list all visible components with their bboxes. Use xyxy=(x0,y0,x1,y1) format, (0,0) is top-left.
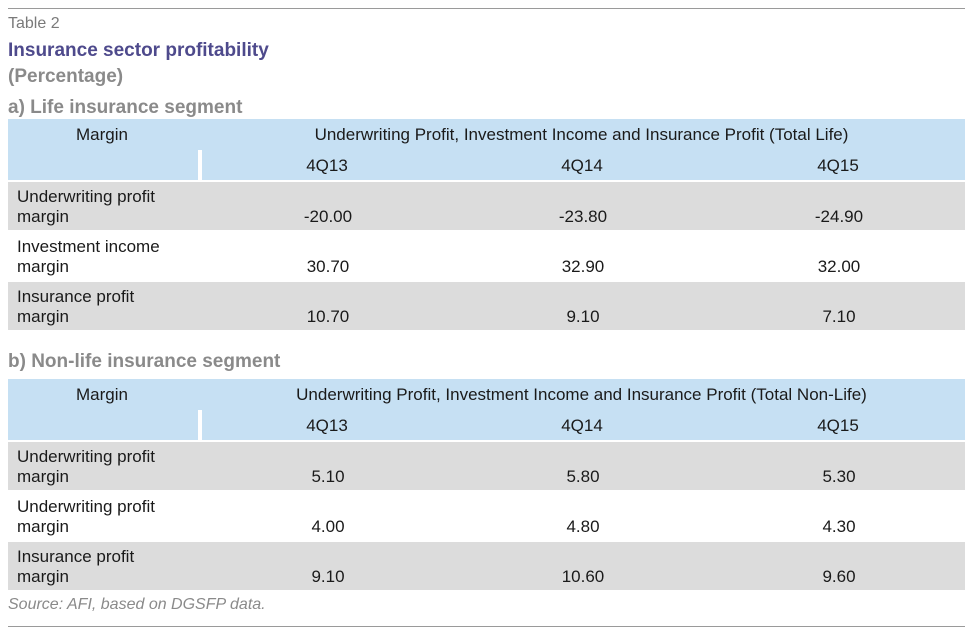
row-label: Investment income margin xyxy=(17,237,160,276)
nonlife-period-cells xyxy=(202,410,965,440)
table-row: Insurance profit margin 9.10 10.60 9.60 xyxy=(8,542,965,590)
life-header-row: Margin Underwriting Profit, Investment I… xyxy=(8,119,965,150)
table-row: Investment income margin 30.70 32.90 32.… xyxy=(8,232,965,280)
nonlife-col-4q14: 4Q14 xyxy=(561,416,603,435)
table-row: Insurance profit margin 10.70 9.10 7.10 xyxy=(8,282,965,330)
table-unit: (Percentage) xyxy=(8,66,124,87)
life-period-blank-cell xyxy=(8,150,198,180)
cell-value: 4.30 xyxy=(822,517,856,536)
life-margin-header: Margin xyxy=(76,125,128,144)
source-note: Source: AFI, based on DGSFP data. xyxy=(8,596,266,613)
life-col-4q13: 4Q13 xyxy=(306,156,348,175)
nonlife-span-header: Underwriting Profit, Investment Income a… xyxy=(296,385,867,404)
cell-value: -24.90 xyxy=(814,207,864,226)
table-row: Underwriting profit margin 4.00 4.80 4.3… xyxy=(8,492,965,540)
cell-value: 32.90 xyxy=(561,257,605,276)
nonlife-section-heading: b) Non-life insurance segment xyxy=(8,351,281,372)
row-label: Underwriting profit margin xyxy=(17,497,155,536)
cell-value: 10.60 xyxy=(561,567,605,586)
cell-value: 9.10 xyxy=(566,307,600,326)
cell-value: 9.10 xyxy=(311,567,345,586)
life-period-cells xyxy=(202,150,965,180)
nonlife-period-row: 4Q13 4Q14 4Q15 xyxy=(8,410,965,440)
cell-value: -23.80 xyxy=(558,207,608,226)
nonlife-col-4q13: 4Q13 xyxy=(306,416,348,435)
row-label: Insurance profit margin xyxy=(17,547,135,586)
table-title: Insurance sector profitability xyxy=(8,40,269,61)
nonlife-table: Margin Underwriting Profit, Investment I… xyxy=(8,379,965,590)
nonlife-period-blank-cell xyxy=(8,410,198,440)
cell-value: 5.30 xyxy=(822,467,856,486)
cell-value: -20.00 xyxy=(303,207,353,226)
nonlife-col-4q15: 4Q15 xyxy=(817,416,859,435)
top-rule xyxy=(8,8,965,9)
life-span-header: Underwriting Profit, Investment Income a… xyxy=(314,125,849,144)
table-row: Underwriting profit margin -20.00 -23.80… xyxy=(8,182,965,230)
table-number: Table 2 xyxy=(8,15,60,32)
life-col-4q15: 4Q15 xyxy=(817,156,859,175)
bottom-rule xyxy=(8,626,965,627)
cell-value: 4.00 xyxy=(311,517,345,536)
row-label: Insurance profit margin xyxy=(17,287,135,326)
nonlife-margin-header: Margin xyxy=(76,385,128,404)
cell-value: 32.00 xyxy=(817,257,861,276)
row-label: Underwriting profit margin xyxy=(17,187,155,226)
life-period-row: 4Q13 4Q14 4Q15 xyxy=(8,150,965,180)
cell-value: 9.60 xyxy=(822,567,856,586)
cell-value: 30.70 xyxy=(306,257,350,276)
table-row: Underwriting profit margin 5.10 5.80 5.3… xyxy=(8,442,965,490)
life-section-heading: a) Life insurance segment xyxy=(8,97,243,118)
cell-value: 5.10 xyxy=(311,467,345,486)
nonlife-header-row: Margin Underwriting Profit, Investment I… xyxy=(8,379,965,410)
row-label: Underwriting profit margin xyxy=(17,447,155,486)
cell-value: 10.70 xyxy=(306,307,350,326)
life-col-4q14: 4Q14 xyxy=(561,156,603,175)
cell-value: 7.10 xyxy=(822,307,856,326)
cell-value: 4.80 xyxy=(566,517,600,536)
cell-value: 5.80 xyxy=(566,467,600,486)
life-table: Margin Underwriting Profit, Investment I… xyxy=(8,119,965,330)
